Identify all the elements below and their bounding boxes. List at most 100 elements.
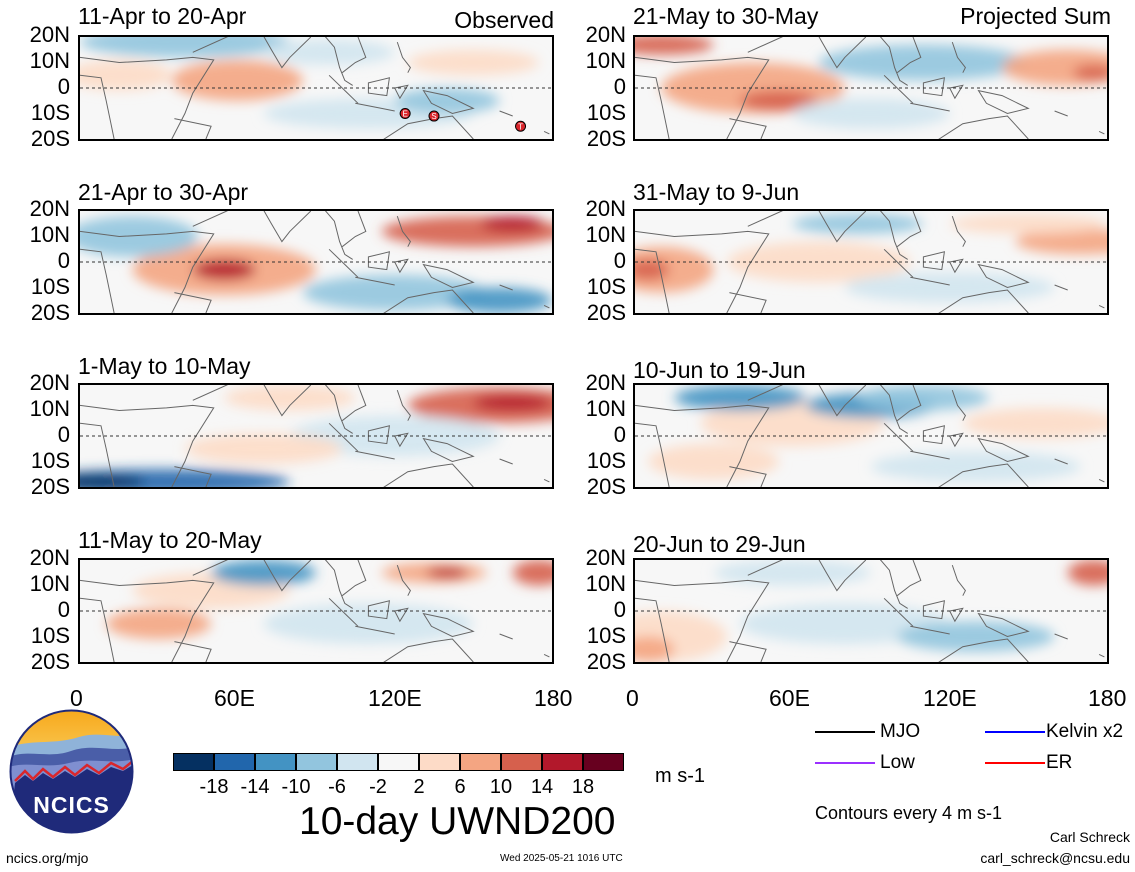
coastline — [879, 211, 908, 260]
coastline — [747, 560, 783, 576]
coastline — [367, 600, 391, 620]
lat-label-left-4-2: 0 — [57, 597, 70, 622]
lat-label-left-4-3: 10S — [30, 623, 70, 648]
coastline — [910, 102, 950, 112]
coastline — [393, 432, 409, 448]
colorbar-swatch — [378, 753, 419, 771]
storm-marker: E — [399, 108, 411, 119]
projected-label: Projected Sum — [960, 3, 1111, 29]
coastline — [938, 289, 1029, 313]
coastline — [922, 251, 946, 271]
coastline — [635, 579, 770, 662]
coastline — [922, 600, 946, 620]
lat-label-left-1-2: 0 — [57, 74, 70, 99]
map-panel-left-3 — [78, 383, 554, 489]
colorbar-tick-label: 6 — [454, 776, 466, 798]
coastline — [818, 211, 867, 243]
colorbar-tick-label: 18 — [571, 776, 595, 798]
coastline — [422, 263, 475, 289]
coastline — [747, 211, 783, 227]
coastline — [818, 385, 867, 417]
colorbar-tick-label: -6 — [328, 776, 346, 798]
coastline — [747, 37, 783, 53]
coastline — [543, 653, 550, 658]
coastline — [499, 284, 513, 291]
coastline — [367, 251, 391, 271]
lon-label-right-60e: 60E — [769, 685, 810, 711]
lat-label-right-2-3: 10S — [586, 274, 626, 299]
coastline — [977, 89, 1030, 115]
coastline — [879, 385, 908, 434]
coastline — [174, 466, 212, 487]
lat-label-right-2-2: 0 — [613, 248, 626, 273]
coastline — [174, 292, 212, 313]
colorbar-tick-label: 10 — [489, 776, 513, 798]
coastline — [396, 564, 411, 596]
coastline — [938, 463, 1029, 487]
panel-title-left-4: 11-May to 20-May — [78, 527, 262, 553]
coastline — [948, 84, 964, 100]
map-panel-left-4 — [78, 558, 554, 664]
coastline — [393, 258, 409, 274]
lat-label-left-3-2: 0 — [57, 422, 70, 447]
footer-email[interactable]: carl_schreck@ncsu.edu — [980, 850, 1130, 866]
lat-label-left-3-3: 10S — [30, 448, 70, 473]
coastline — [422, 89, 475, 115]
lat-label-right-3-4: 20S — [586, 474, 626, 499]
lat-label-right-1-1: 10N — [585, 48, 626, 73]
map-panel-right-1 — [633, 35, 1109, 141]
lon-label-left-60e: 60E — [214, 685, 255, 711]
coastline — [883, 422, 914, 452]
panel-title-left-2: 21-Apr to 30-Apr — [78, 179, 249, 205]
legend-line-low — [815, 762, 875, 764]
coastline — [818, 560, 867, 592]
coastline — [883, 74, 914, 104]
legend-line-er — [985, 762, 1045, 764]
footer-url[interactable]: ncics.org/mjo — [6, 850, 89, 866]
colorbar-tick-label: -14 — [240, 776, 270, 798]
coastline — [635, 248, 670, 313]
coastline — [174, 641, 212, 662]
lat-label-right-1-4: 20S — [586, 126, 626, 151]
coastline — [396, 215, 411, 247]
legend-label-kelvin: Kelvin x2 — [1046, 721, 1124, 742]
coastline — [951, 389, 966, 421]
panel-title-right-2: 31-May to 9-Jun — [633, 179, 800, 205]
coastline — [80, 422, 115, 487]
lat-label-left-2-4: 20S — [30, 300, 70, 325]
legend-label-mjo: MJO — [880, 721, 921, 742]
lat-label-right-3-0: 20N — [585, 370, 626, 395]
coastline — [938, 115, 1029, 139]
lat-label-left-2-1: 10N — [29, 222, 70, 247]
coastline — [977, 263, 1030, 289]
panel-title-left-1: 11-Apr to 20-Apr — [78, 3, 247, 29]
coastline — [635, 422, 670, 487]
coastline — [324, 37, 353, 86]
coastline — [80, 230, 215, 313]
coastline — [383, 463, 474, 487]
coastline — [328, 248, 359, 278]
lat-label-right-4-3: 10S — [586, 623, 626, 648]
coastline — [328, 422, 359, 452]
lat-label-right-3-1: 10N — [585, 396, 626, 421]
colorbar-swatch — [214, 753, 255, 771]
coastline — [948, 258, 964, 274]
svg-text:T: T — [518, 122, 523, 131]
lat-label-right-2-4: 20S — [586, 300, 626, 325]
coastline — [896, 37, 922, 74]
lon-label-left-120e: 120E — [368, 685, 422, 711]
coastline — [263, 385, 312, 417]
coastline — [499, 110, 513, 117]
colorbar-swatch — [419, 753, 460, 771]
panel-title-left-3: 1-May to 10-May — [78, 353, 251, 379]
lat-label-right-4-0: 20N — [585, 545, 626, 570]
coastline — [543, 130, 550, 135]
lat-label-right-2-0: 20N — [585, 196, 626, 221]
coastline — [729, 641, 767, 662]
coastline — [80, 404, 215, 487]
coastline — [948, 607, 964, 623]
chart-title: 10-day UWND200 — [299, 800, 616, 843]
coastline — [80, 579, 215, 662]
coastline — [324, 211, 353, 260]
coastline — [263, 211, 312, 243]
